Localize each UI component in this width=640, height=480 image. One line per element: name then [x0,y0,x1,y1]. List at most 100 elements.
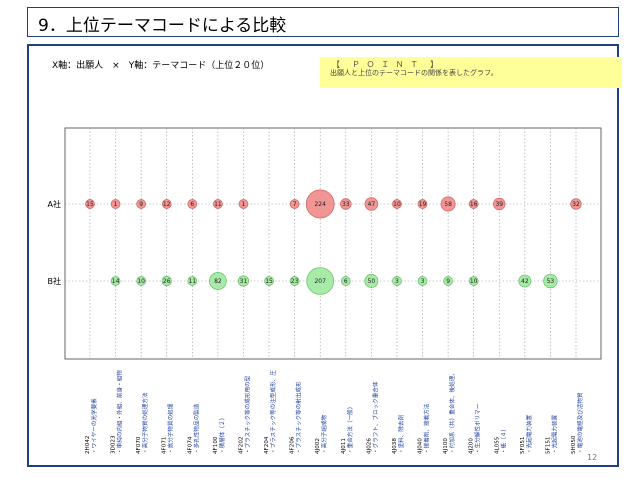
data-label: 10 [470,278,478,285]
x-tick-label: 5F051 ・光起電力装置 [520,414,533,454]
y-tick-label: B社 [48,276,62,286]
bubble [264,276,274,286]
x-tick-label: 4J100 ・付加系（共）重合体、後処理、 [443,370,456,454]
bubble [305,189,335,219]
bubble [187,276,198,286]
x-tick-code: 4F206 [290,436,296,454]
bubble [289,199,300,209]
bubble [518,274,532,288]
data-label: 50 [368,278,376,285]
bubble [443,276,453,286]
data-label: 31 [240,278,248,285]
x-tick-label: 4J040 ・接着剤、接着方法 [418,403,431,454]
x-tick-description: ・ワイヤーの光学要素 [90,398,98,454]
point-box: 【 Ｐ Ｏ Ｉ Ｎ Ｔ 】 出願人と上位のテーマコードの関係を表したグラフ。 [320,57,622,88]
bubble [364,197,379,211]
data-label: 58 [444,201,452,208]
bubble [110,276,121,286]
x-tick-label: 4F074 ・多孔性物品の製造 [187,403,200,454]
data-label: 53 [547,278,555,285]
bubble [417,276,428,286]
x-tick-label: 3D023 ・単純の内組・外組、前身・組物 [111,370,124,454]
x-tick-label: 4J200 ・生分解性ポリマー [469,403,482,454]
bubble [340,198,352,210]
x-tick-description: ・光起電力装置 [525,414,533,454]
data-label: 26 [163,278,171,285]
point-title: 【 Ｐ Ｏ Ｉ Ｎ Ｔ 】 [332,60,441,69]
bubble [289,276,300,286]
x-tick-code: 4F202 [238,437,244,454]
x-tick-code: 5H050 [571,435,577,454]
slide-title-bar: 9．上位テーマコードによる比較 [27,7,619,37]
bubble [161,275,172,287]
data-label: 47 [368,201,376,208]
x-tick-label: 4J011 ・重合方法（一般） [341,404,354,454]
x-tick-description: ・塗料、除去剤 [397,414,405,454]
data-label: 1 [114,201,118,208]
axis-caption: X軸：出願人 × Y軸：テーマコード（上位２０位） [52,61,270,71]
x-tick-description: ・重合方法（一般） [346,404,354,454]
x-tick-description: ・多孔性物品の製造 [192,403,200,454]
x-tick-description: ・プラスチック等の注型成形、圧 [269,370,277,454]
x-tick-label: 4F100 ・積層体（２） [213,415,226,454]
data-label: 23 [291,278,299,285]
data-label: 12 [163,201,171,208]
data-label: 9 [446,278,450,285]
x-tick-label: 4F070 ・高分子物質の処理方法 [136,392,149,454]
data-label: 224 [314,201,326,208]
x-tick-description: ・高分子物質の処理方法 [141,392,149,454]
data-label: 1 [242,201,246,208]
data-label: 39 [495,201,503,208]
data-label: 10 [137,278,145,285]
x-tick-description: ・プラスチック等の射出成形 [295,381,303,454]
x-tick-code: 4F100 [213,436,219,454]
x-tick-description: ・高分子物質の処理 [167,403,175,454]
data-label: 6 [190,201,194,208]
data-label: 82 [214,278,222,285]
x-tick-code: 4J011 [341,438,347,454]
x-tick-code: 4J100 [443,438,449,454]
bubble [306,267,335,295]
x-tick-label: 4F204 ・プラスチック等の注型成形、圧 [264,370,277,454]
x-tick-description: ・プラスチック等の成形用の型 [243,375,251,454]
data-label: 207 [314,278,326,285]
x-tick-label: 2H042 ・ワイヤーの光学要素 [85,398,98,454]
bubble [213,199,223,209]
x-tick-label: 4J026 ・グラフト、ブロック重合体 [366,381,379,454]
data-label: 33 [342,201,350,208]
bubble [110,199,121,209]
data-label: 11 [214,201,222,208]
x-tick-code: 2H042 [85,436,91,454]
x-tick-code: 4F070 [136,436,142,454]
x-tick-description: ・生分解性ポリマー [474,403,482,454]
x-tick-description: ・電池の電極及び活物質 [576,392,584,454]
data-label: 19 [419,201,427,208]
bubble [468,199,479,209]
data-label: 15 [86,201,94,208]
x-tick-label: 4L055 ・紙（４） [494,426,507,454]
bubble [237,275,250,287]
data-label: 3 [395,278,399,285]
x-tick-label: 4J038 ・塗料、除去剤 [392,414,405,454]
bubble [340,276,351,286]
data-label: 14 [112,278,120,285]
data-label: 9 [139,201,143,208]
x-tick-label: 4F071 ・高分子物質の処理 [162,403,175,454]
x-tick-description: ・グラフト、ブロック重合体 [371,381,379,454]
x-tick-label: 5H050 ・電池の電極及び活物質 [571,392,584,454]
x-tick-code: 4L055 [494,436,500,454]
x-tick-code: 3D023 [111,435,117,454]
data-label: 32 [572,201,580,208]
bubble [161,199,172,209]
data-label: 7 [293,201,297,208]
x-tick-code: 4F204 [264,436,270,454]
x-tick-label: 4F202 ・プラスチック等の成形用の型 [238,375,251,454]
x-tick-description: ・紙（４） [499,426,507,454]
bubble [417,199,428,209]
bubble [238,199,249,209]
data-label: 42 [521,278,529,285]
slide-title: 9．上位テーマコードによる比較 [38,16,287,36]
bubble [392,276,402,286]
bubble [136,276,147,286]
x-tick-label: 5F151 ・光起電力装置 [545,414,558,454]
